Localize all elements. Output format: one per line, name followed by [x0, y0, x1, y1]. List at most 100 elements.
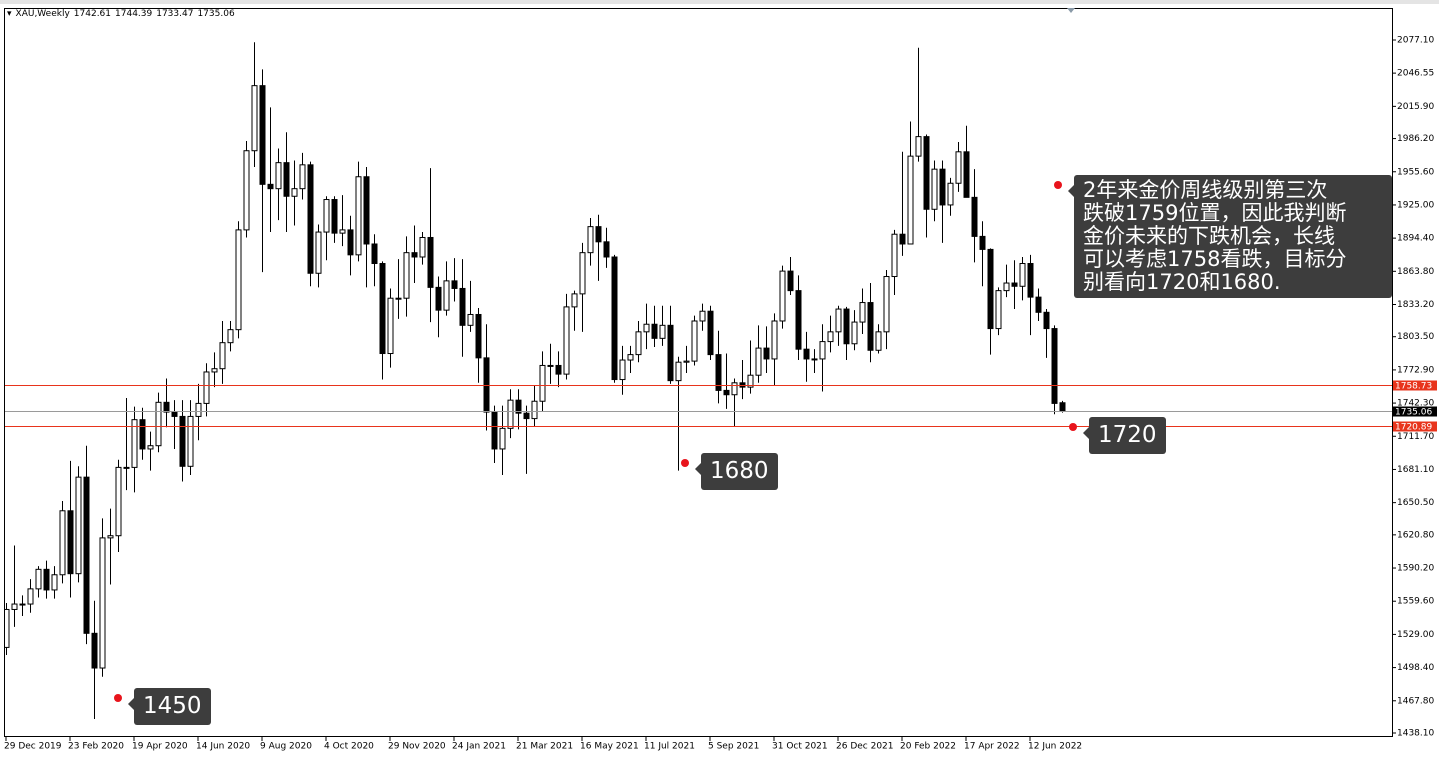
annotation-dot — [681, 459, 689, 467]
y-tick-label: 1803.50 — [1397, 332, 1434, 342]
candle-body — [667, 324, 674, 382]
candle-body — [139, 419, 146, 450]
ohlc: 1744.39 — [115, 9, 153, 19]
candle-body — [723, 389, 730, 396]
candle-body — [579, 252, 586, 295]
annotation: 1720 — [1083, 417, 1166, 454]
y-tick-label: 1620.80 — [1397, 530, 1434, 540]
candle-body — [731, 382, 738, 396]
candle-body — [1011, 282, 1018, 287]
candle-body — [331, 199, 338, 234]
x-tick-label: 29 Nov 2020 — [388, 742, 446, 752]
y-tick-label: 1438.10 — [1397, 728, 1434, 738]
candle-body — [251, 85, 258, 152]
annotation-line: 跌破1759位置，因此我判断 — [1083, 201, 1347, 225]
y-tick-label: 1498.40 — [1397, 663, 1434, 673]
candle-body — [1003, 282, 1010, 292]
candle-body — [195, 402, 202, 417]
candle-body — [763, 347, 770, 360]
candle-body — [587, 226, 594, 254]
annotation-line: 金价未来的下跌机会，长线 — [1083, 224, 1335, 248]
candle-body — [843, 308, 850, 345]
plot — [5, 42, 1066, 719]
y-tick-label: 1863.80 — [1397, 267, 1434, 277]
x-tick-label: 21 Mar 2021 — [516, 742, 573, 752]
candle-body — [315, 231, 322, 274]
x-tick-label: 17 Apr 2022 — [964, 742, 1020, 752]
candle-body — [163, 401, 170, 413]
candle-body — [323, 199, 330, 233]
candle-body — [43, 568, 50, 591]
toolbar-edge — [0, 0, 1439, 4]
candle-body — [411, 252, 418, 258]
candle-body — [203, 371, 210, 404]
candle-body — [435, 286, 442, 311]
candle-body — [779, 270, 786, 322]
ohlc: 1742.61 — [73, 9, 112, 19]
x-tick-label: 5 Sep 2021 — [708, 742, 759, 752]
x-tick-label: 11 Jul 2021 — [644, 742, 695, 752]
x-tick-label: 19 Apr 2020 — [132, 742, 188, 752]
candle-body — [691, 320, 698, 362]
candle-body — [947, 182, 954, 206]
annotation-line: 别看向1720和1680. — [1083, 270, 1281, 294]
y-tick-label: 1894.40 — [1397, 234, 1434, 244]
candle-body — [835, 308, 842, 333]
candle-body — [27, 588, 34, 605]
annotation-line: 可以考虑1758看跌，目标分 — [1083, 247, 1347, 271]
price-label-box — [1393, 406, 1437, 417]
candle-body — [795, 290, 802, 350]
y-tick-label: 2077.10 — [1397, 35, 1434, 45]
shift-marker — [1067, 8, 1075, 13]
candle-body — [19, 603, 26, 606]
candle-body — [187, 415, 194, 467]
candle-body — [675, 361, 682, 382]
candle-body — [995, 290, 1002, 330]
price-label-box — [1393, 380, 1437, 391]
y-tick-label: 1711.70 — [1397, 432, 1434, 442]
y-tick-label: 1681.10 — [1397, 465, 1434, 475]
candle-body — [771, 320, 778, 360]
annotation-dot — [114, 694, 122, 702]
candle-body — [387, 297, 394, 355]
annotation: 1680 — [695, 453, 778, 490]
candle-body — [819, 341, 826, 360]
x-tick-label: 9 Aug 2020 — [260, 742, 312, 752]
candle-body — [907, 155, 914, 245]
y-tick-label: 2015.90 — [1397, 102, 1434, 112]
candle-body — [867, 302, 874, 351]
price-label: 1735.06 — [1395, 408, 1432, 418]
header: ▾ XAU,Weekly 1742.61 1744.39 1733.47 1735.06 — [7, 9, 239, 19]
y-tick-label: 1986.20 — [1397, 134, 1434, 144]
candle-body — [563, 306, 570, 375]
candle-body — [339, 229, 346, 234]
candle-body — [635, 331, 642, 356]
candle-body — [699, 310, 706, 322]
candle-body — [75, 476, 82, 575]
candle-body — [547, 364, 554, 367]
candle-body — [755, 347, 762, 376]
annotation-dot — [1054, 181, 1062, 189]
candle-body — [971, 196, 978, 237]
candle-body — [155, 401, 162, 447]
y-tick-label: 1925.00 — [1397, 200, 1434, 210]
y-tick-label: 1529.00 — [1397, 630, 1434, 640]
candle-body — [915, 136, 922, 157]
y-tick-label: 1559.60 — [1397, 597, 1434, 607]
candle-body — [939, 168, 946, 206]
candle-body — [1027, 263, 1034, 298]
candle-body — [211, 368, 218, 373]
candle-body — [235, 229, 242, 331]
x-tick-label: 26 Dec 2021 — [836, 742, 894, 752]
candle-body — [963, 151, 970, 198]
candle-body — [827, 331, 834, 343]
candle-body — [683, 360, 690, 363]
candle-body — [291, 188, 298, 197]
x-tick-label: 31 Oct 2021 — [772, 742, 828, 752]
candle-body — [507, 399, 514, 429]
candle-body — [891, 233, 898, 278]
price-label: 1720.89 — [1395, 423, 1432, 433]
y-tick-label: 1467.80 — [1397, 696, 1434, 706]
